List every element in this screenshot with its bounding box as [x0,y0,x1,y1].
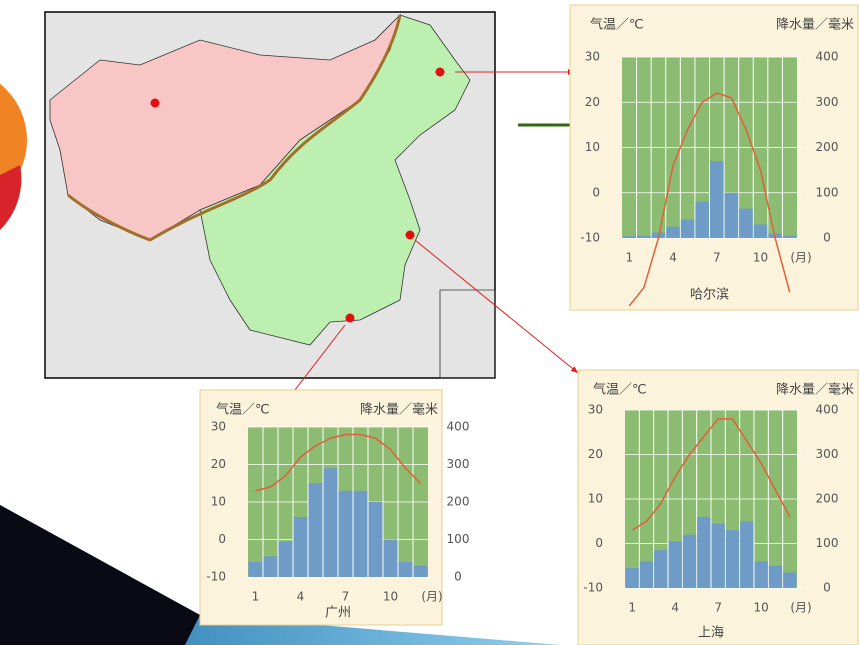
precipitation-bar [740,521,754,588]
x-tick-label: 10 [383,590,398,604]
y2-tick-label: 400 [816,50,839,64]
x-unit: (月) [790,251,811,265]
x-tick-label: 1 [628,601,636,615]
y2-tick-label: 200 [447,495,470,509]
x-tick-label: 10 [753,251,768,265]
precipitation-bar [739,208,753,238]
decoration [0,83,570,645]
y-tick-label: 0 [218,532,226,546]
y-tick-label: 30 [588,403,603,417]
y-axis-label: 气温／℃ [590,17,644,33]
y-tick-label: 30 [585,50,600,64]
y-tick-label: 10 [585,140,600,154]
y-tick-label: 10 [211,495,226,509]
precipitation-bar [278,541,293,577]
precipitation-bar [625,567,639,588]
y-tick-label: 30 [211,420,226,434]
precipitation-bar [622,236,637,238]
y-tick-label: 10 [588,492,603,506]
y2-axis-label: 降水量／毫米 [776,382,854,398]
precipitation-bar [353,490,368,577]
x-tick-label: 7 [342,590,350,604]
y2-axis-label: 降水量／毫米 [360,402,438,418]
x-tick-label: 10 [754,601,769,615]
x-tick-label: 7 [713,251,721,265]
y-tick-label: 0 [592,185,600,199]
precipitation-bar [654,550,668,588]
precipitation-bar [782,235,797,238]
temperature-line [628,92,791,307]
y2-tick-label: 400 [816,403,839,417]
precipitation-bar [398,562,413,577]
map [44,11,579,496]
precipitation-bar [639,561,654,588]
y-axis-label: 气温／℃ [593,382,647,398]
precipitation-bar [695,201,709,238]
precipitation-bar [710,161,724,238]
precipitation-bar [711,523,725,588]
x-tick-label: 7 [714,601,722,615]
y-tick-label: -10 [580,231,600,245]
precipitation-bar [383,539,398,577]
precipitation-bar [338,490,353,577]
y2-tick-label: 200 [816,492,839,506]
precipitation-bar [725,530,740,588]
x-tick-label: 4 [671,601,679,615]
precipitation-bar [753,224,768,238]
y2-axis-label: 降水量／毫米 [776,17,854,33]
precipitation-bar [263,556,278,577]
precipitation-bar [680,219,695,238]
x-unit: (月) [790,601,811,615]
precipitation-bar [308,483,323,577]
y2-tick-label: 0 [454,570,462,584]
y2-tick-label: 300 [816,95,839,109]
precipitation-bar [697,516,711,588]
precipitation-bar [783,572,797,588]
x-tick-label: 1 [252,590,260,604]
y-tick-label: -10 [583,581,603,595]
y2-tick-label: 300 [447,457,470,471]
y2-tick-label: 400 [447,420,470,434]
y2-tick-label: 0 [823,231,831,245]
precipitation-bar [768,565,783,588]
temperature-line [255,433,422,492]
chart-title: 广州 [325,606,351,621]
y2-tick-label: 300 [816,447,839,461]
y2-tick-label: 100 [816,185,839,199]
chart-title: 哈尔滨 [690,287,729,303]
precipitation-bar [666,226,680,238]
y-tick-label: 20 [211,457,226,471]
precipitation-bar [368,502,383,577]
chart-title: 上海 [698,626,724,641]
y-tick-label: -10 [206,570,226,584]
y-tick-label: 20 [585,95,600,109]
y-axis-label: 气温／℃ [216,402,270,418]
x-tick-label: 1 [625,251,633,265]
y2-tick-label: 100 [816,536,839,550]
y2-tick-label: 200 [816,140,839,154]
precipitation-bar [682,534,697,588]
precipitation-bar [248,562,263,577]
x-tick-label: 4 [669,251,677,265]
x-unit: (月) [421,590,442,604]
precipitation-bar [413,565,428,577]
precipitation-bar [323,468,338,577]
precipitation-bar [637,235,651,238]
precipitation-bar [724,192,739,238]
temperature-line [631,418,791,531]
y2-tick-label: 0 [823,581,831,595]
x-tick-label: 4 [297,590,305,604]
precipitation-bar [754,561,768,588]
precipitation-bar [668,541,682,588]
y-tick-label: 20 [588,447,603,461]
y-tick-label: 0 [595,536,603,550]
y2-tick-label: 100 [447,532,470,546]
precipitation-bar [293,517,308,577]
